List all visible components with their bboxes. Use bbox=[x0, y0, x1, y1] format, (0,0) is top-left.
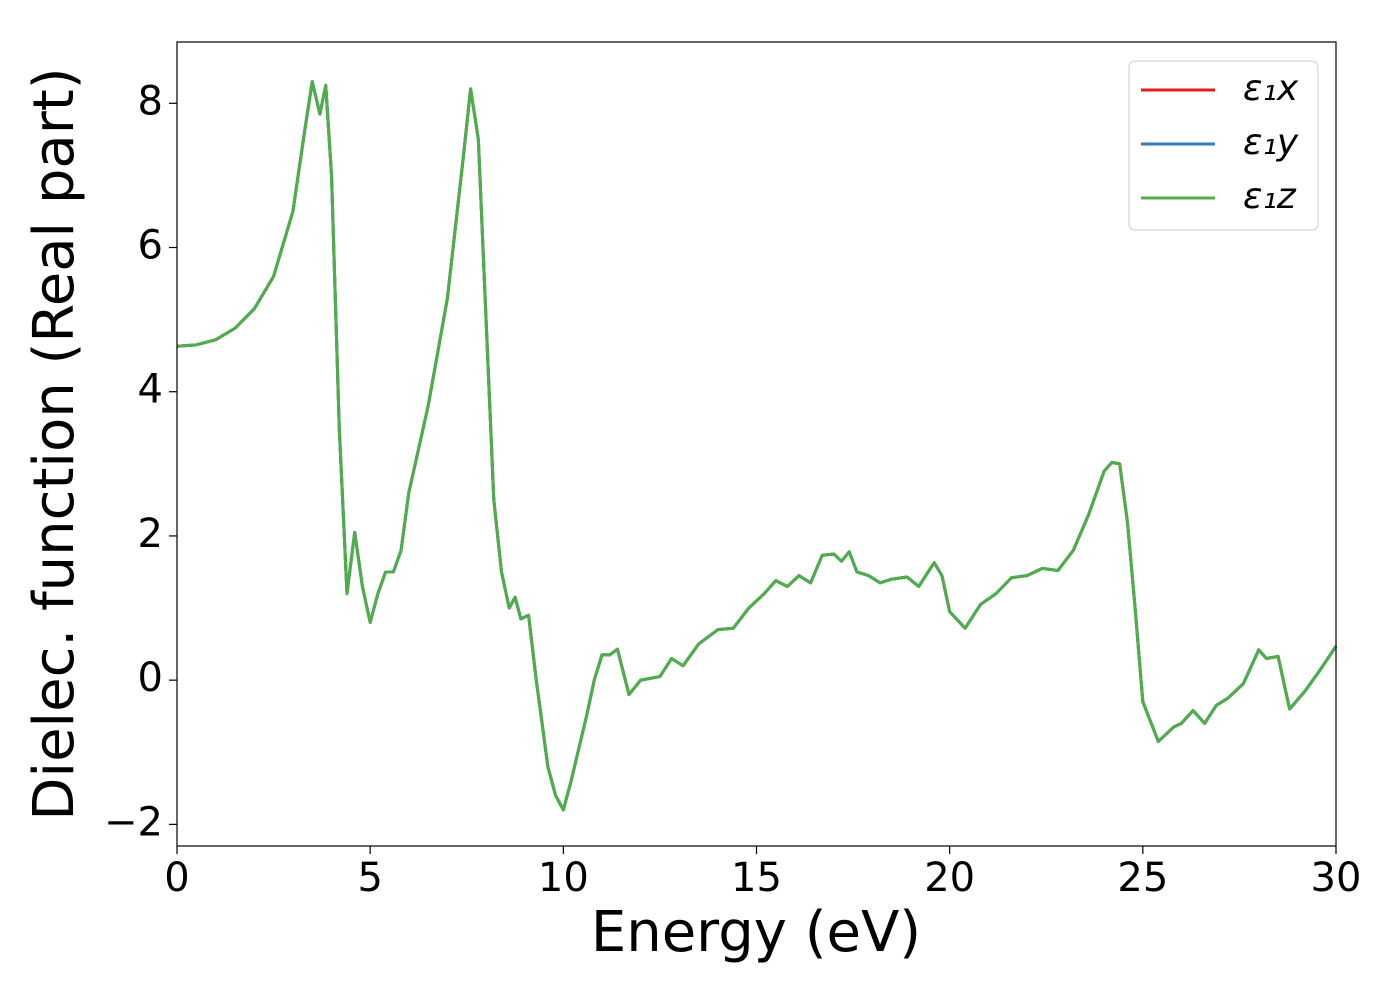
legend-label: ε₁y bbox=[1243, 122, 1299, 163]
plot-frame bbox=[176, 41, 1337, 847]
y-axis-label: Dielec. function (Real part) bbox=[22, 67, 87, 820]
y-tick-label: 4 bbox=[138, 367, 163, 413]
x-tick-label: 30 bbox=[1311, 855, 1362, 901]
x-tick-label: 5 bbox=[357, 855, 382, 901]
y-tick-label: 0 bbox=[138, 655, 163, 701]
y-tick-label: 2 bbox=[138, 511, 163, 557]
legend-box bbox=[1128, 60, 1319, 231]
y-tick-label: −2 bbox=[104, 799, 163, 845]
x-tick-label: 20 bbox=[924, 855, 975, 901]
y-tick-label: 6 bbox=[138, 223, 163, 269]
x-tick-label: 15 bbox=[731, 855, 782, 901]
series-line bbox=[176, 80, 1338, 812]
x-tick-label: 0 bbox=[164, 855, 189, 901]
legend-label: ε₁x bbox=[1243, 68, 1299, 109]
legend-label: ε₁z bbox=[1243, 176, 1297, 217]
x-axis-label: Energy (eV) bbox=[591, 900, 921, 965]
x-tick-label: 25 bbox=[1117, 855, 1168, 901]
y-tick-label: 8 bbox=[138, 78, 163, 124]
x-tick-label: 10 bbox=[538, 855, 589, 901]
